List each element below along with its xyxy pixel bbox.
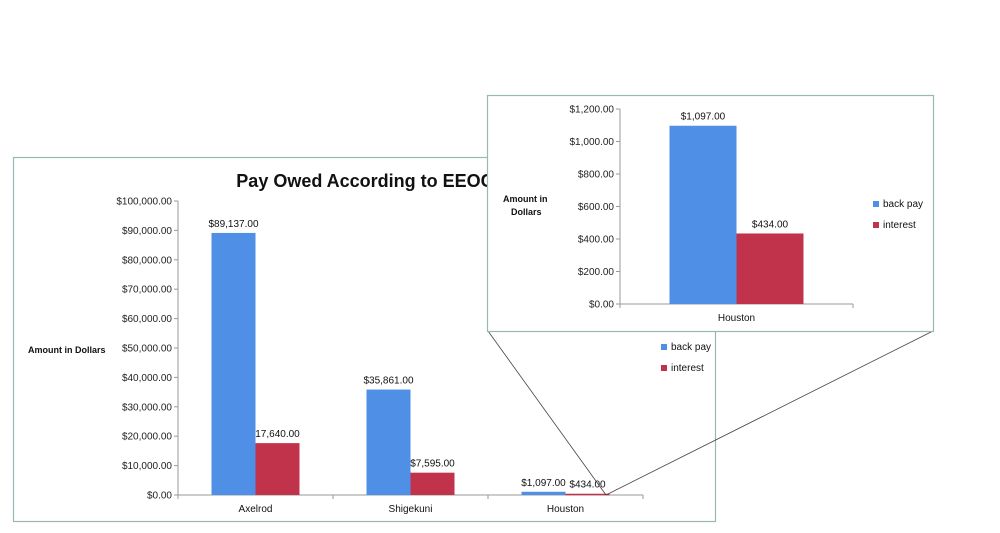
inset-y-tick-label: $0.00 [589,300,614,311]
inset-legend-label: interest [883,220,916,231]
inset-y-tick-label: $400.00 [578,235,615,246]
main-legend-swatch [661,344,667,350]
main-y-tick-label: $100,000.00 [116,197,172,208]
inset-y-tick-label: $800.00 [578,170,615,181]
main-chart-title: Pay Owed According to EEOC [236,171,493,191]
inset-y-tick-label: $600.00 [578,202,615,213]
main-y-tick-label: $0.00 [147,491,172,502]
main-y-tick-label: $50,000.00 [122,344,172,355]
inset-data-label: $1,097.00 [681,112,726,123]
inset-y-tick-label: $200.00 [578,267,615,278]
main-y-tick-label: $40,000.00 [122,373,172,384]
main-category-label: Shigekuni [389,504,433,515]
inset-bar-back-pay [669,125,737,304]
main-y-tick-label: $30,000.00 [122,402,172,413]
main-bar-interest [255,443,300,495]
main-data-label: $1,097.00 [521,478,566,489]
inset-y-tick-label: $1,000.00 [570,137,615,148]
inset-y-axis-label-line2: Dollars [511,207,542,217]
main-data-label: $434.00 [569,480,606,491]
main-y-tick-label: $70,000.00 [122,285,172,296]
main-y-tick-label: $80,000.00 [122,255,172,266]
main-bar-interest [565,493,610,496]
main-y-tick-label: $60,000.00 [122,314,172,325]
main-y-axis-label: Amount in Dollars [28,345,106,355]
main-legend-swatch [661,365,667,371]
zoom-connector-right [605,330,934,496]
main-legend-label: back pay [671,342,711,353]
main-category-label: Axelrod [239,504,273,515]
main-data-label: $7,595.00 [410,459,455,470]
main-y-tick-label: $20,000.00 [122,432,172,443]
inset-y-axis-label-line1: Amount in [503,194,548,204]
inset-legend-label: back pay [883,199,923,210]
inset-category-label: Houston [718,313,755,324]
inset-y-tick-label: $1,200.00 [570,105,615,116]
inset-data-label: $434.00 [752,219,789,230]
main-legend-label: interest [671,363,704,374]
main-bar-interest [410,472,455,495]
main-data-label: 17,640.00 [255,429,300,440]
main-bar-back-pay [211,232,256,495]
main-bar-back-pay [366,389,411,495]
main-y-tick-label: $10,000.00 [122,461,172,472]
inset-legend-swatch [873,222,879,228]
inset-legend-swatch [873,201,879,207]
zoom-connector-left [487,330,607,496]
main-data-label: $35,861.00 [363,376,413,387]
main-data-label: $89,137.00 [208,219,258,230]
main-bar-back-pay [521,491,566,495]
main-category-label: Houston [547,504,584,515]
inset-bar-interest [736,233,804,304]
main-y-tick-label: $90,000.00 [122,226,172,237]
